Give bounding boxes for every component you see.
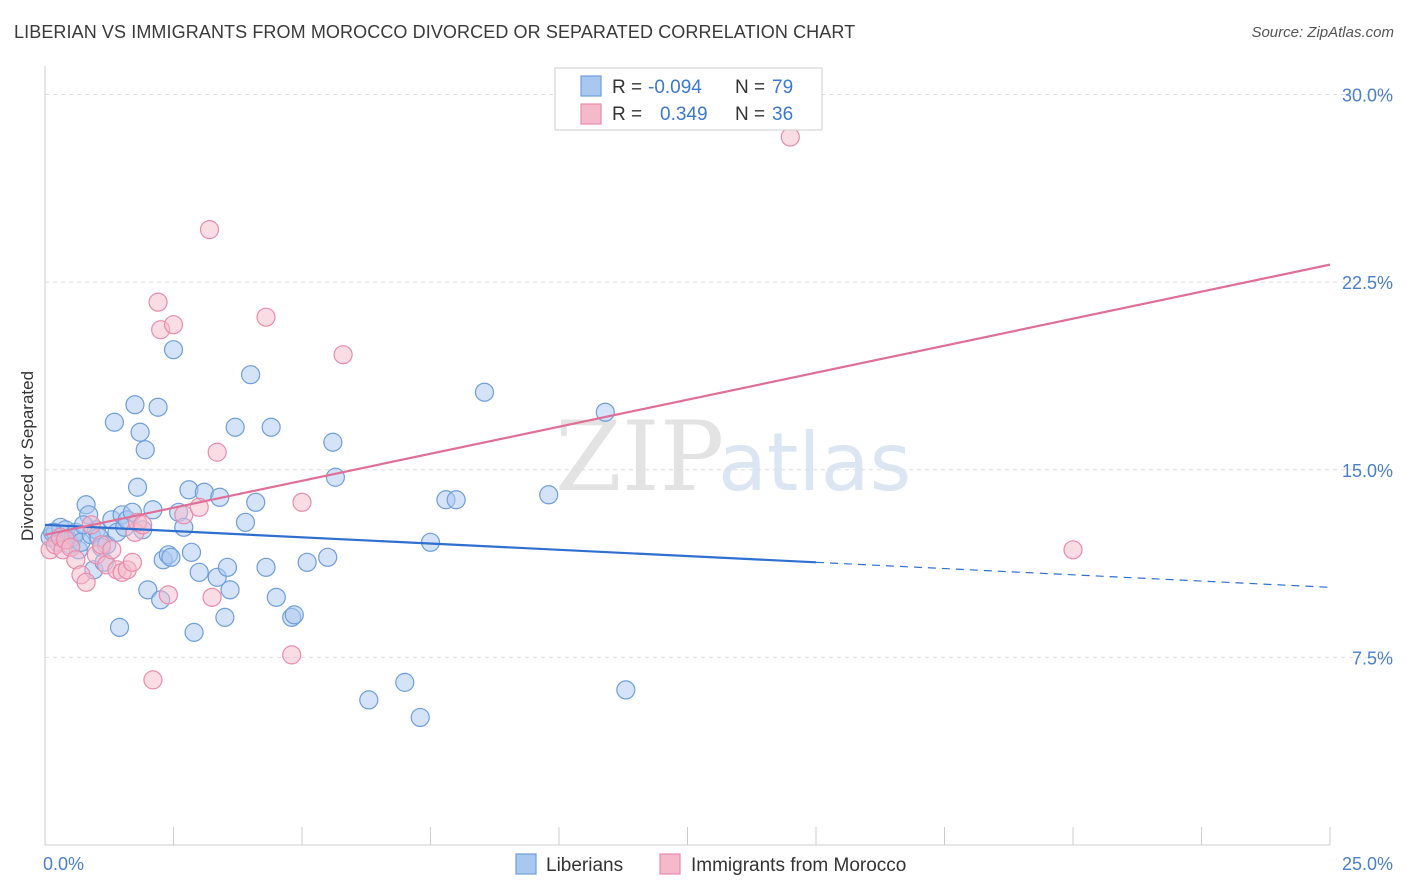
trend-lines	[44, 263, 1331, 588]
morocco-point	[780, 127, 800, 147]
liberians-point	[161, 547, 181, 567]
morocco-point	[102, 540, 122, 560]
liberians-point	[125, 395, 145, 415]
morocco-point	[202, 587, 222, 607]
bottom-swatch-morocco	[659, 853, 681, 875]
liberians-point	[148, 397, 168, 417]
legend-swatch-morocco	[580, 103, 602, 125]
legend-r-label-1: R =	[612, 77, 642, 98]
y-tick-labels: 7.5% 15.0% 22.5% 30.0%	[1342, 86, 1393, 669]
liberians-point	[189, 562, 209, 582]
x-tick-labels: 0.0% 25.0%	[43, 854, 1393, 874]
morocco-point	[207, 442, 227, 462]
liberians-point	[225, 417, 245, 437]
correlation-legend: R = -0.094 N = 79 R = 0.349 N = 36	[554, 67, 823, 131]
morocco-point	[1063, 540, 1083, 560]
liberians-trend-extension	[815, 561, 1331, 588]
x-tick-label-min: 0.0%	[43, 854, 84, 874]
x-tick-label-max: 25.0%	[1342, 854, 1393, 874]
legend-n-label-2: N =	[735, 104, 765, 125]
liberians-point	[215, 607, 235, 627]
morocco-trend-line	[44, 263, 1331, 536]
liberians-point	[446, 490, 466, 510]
liberians-point	[284, 605, 304, 625]
watermark-atlas: atlas	[718, 416, 911, 509]
liberians-point	[135, 440, 155, 460]
chart-title: LIBERIAN VS IMMIGRANTS FROM MOROCCO DIVO…	[14, 22, 856, 42]
liberians-trend-line	[44, 523, 817, 564]
source-label: Source: ZipAtlas.com	[1251, 24, 1394, 41]
liberians-point	[261, 417, 281, 437]
legend-n-value-1: 79	[772, 77, 793, 98]
series-legend: Liberians Immigrants from Morocco	[515, 853, 906, 876]
liberians-point	[138, 580, 158, 600]
morocco-point	[256, 307, 276, 327]
liberians-point	[323, 432, 343, 452]
morocco-point	[282, 645, 302, 665]
liberians-point	[241, 365, 261, 385]
legend-n-label-1: N =	[735, 77, 765, 98]
liberians-point	[297, 552, 317, 572]
axes	[44, 66, 1331, 846]
bottom-swatch-liberians	[515, 853, 537, 875]
y-tick-label: 30.0%	[1342, 86, 1393, 106]
morocco-point	[292, 492, 312, 512]
legend-r-value-2: 0.349	[660, 104, 708, 125]
morocco-point	[163, 315, 184, 335]
legend-n-value-2: 36	[772, 104, 793, 125]
liberians-point	[539, 485, 559, 505]
liberians-point	[410, 707, 430, 728]
liberians-point	[163, 340, 184, 360]
y-tick-label: 15.0%	[1342, 461, 1393, 481]
liberians-point	[220, 580, 240, 600]
liberians-point	[616, 680, 636, 700]
liberians-point	[184, 622, 204, 642]
liberians-point	[130, 422, 150, 442]
bottom-legend-morocco: Immigrants from Morocco	[691, 855, 906, 876]
liberians-point	[104, 412, 124, 432]
morocco-point	[199, 220, 220, 240]
liberians-point	[474, 382, 495, 402]
liberians-point	[235, 512, 256, 532]
legend-r-label-2: R =	[612, 104, 642, 125]
morocco-point	[76, 572, 96, 592]
liberians-point	[395, 672, 415, 692]
liberians-point	[181, 542, 202, 562]
morocco-point	[133, 515, 153, 535]
watermark-zip: ZIP	[555, 401, 724, 513]
y-tick-label: 7.5%	[1352, 648, 1393, 668]
legend-swatch-liberians	[580, 75, 602, 97]
liberians-point	[109, 617, 130, 637]
morocco-point	[122, 552, 142, 572]
liberians-point	[246, 492, 266, 512]
morocco-point	[148, 292, 168, 312]
morocco-point	[333, 345, 353, 365]
liberians-point	[359, 690, 379, 710]
liberians-point	[217, 557, 238, 577]
liberians-point	[127, 477, 148, 497]
y-tick-label: 22.5%	[1342, 273, 1393, 293]
gridlines	[45, 94, 1390, 658]
liberians-point	[266, 587, 286, 607]
y-axis-title: Divorced or Separated	[18, 371, 37, 541]
legend-r-value-1: -0.094	[648, 77, 702, 98]
liberians-point	[256, 557, 276, 577]
liberians-point	[318, 547, 338, 567]
liberians-point	[325, 467, 346, 487]
morocco-point	[158, 585, 178, 605]
bottom-legend-liberians: Liberians	[546, 855, 623, 876]
morocco-point	[143, 670, 163, 690]
